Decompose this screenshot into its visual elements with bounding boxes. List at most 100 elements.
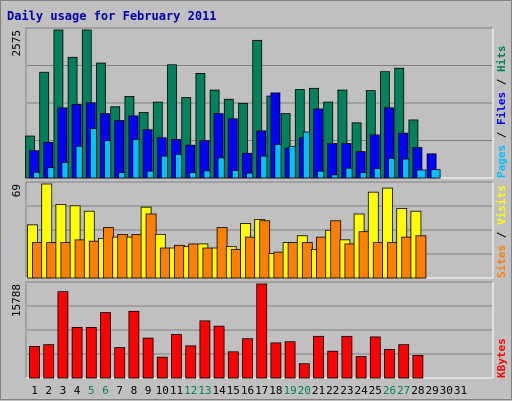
bar-kbytes-day-28 xyxy=(412,354,424,379)
bar-kbytes-day-6 xyxy=(100,312,111,379)
bar-kbytes-day-14 xyxy=(213,325,225,379)
bar-sites-day-4 xyxy=(74,239,86,279)
x-tick-label-day-26: 26 xyxy=(383,384,396,397)
bar-kbytes-day-1 xyxy=(29,346,40,379)
bar-kbytes-day-13 xyxy=(199,320,211,379)
bar-sites-day-27 xyxy=(401,236,413,279)
x-tick-label-day-2: 2 xyxy=(45,384,52,397)
bar-kbytes-day-17 xyxy=(256,283,268,379)
bar-pages-day-28 xyxy=(416,169,427,179)
x-tick-label-day-31: 31 xyxy=(454,384,467,397)
chart-title: Daily usage for February 2011 xyxy=(7,9,217,23)
panel-border-top xyxy=(25,27,493,178)
legend-item-pages: Pages xyxy=(495,145,508,178)
legend-visits-sites: Sites / Visits xyxy=(495,185,508,278)
bar-files-day-15 xyxy=(227,118,238,179)
panel-hits-files-pages: 2575 Pages / Files / Hits xyxy=(10,27,508,179)
x-tick-label-day-8: 8 xyxy=(131,384,138,397)
x-tick-label-day-24: 24 xyxy=(354,384,368,397)
bar-sites-day-14 xyxy=(216,227,228,279)
bar-sites-day-24 xyxy=(358,231,370,279)
x-tick-label-day-9: 9 xyxy=(145,384,152,397)
panel-border-top xyxy=(25,281,493,378)
bar-sites-day-12 xyxy=(188,243,200,279)
legend-item-kbytes: KBytes xyxy=(495,338,508,378)
bar-kbytes-day-12 xyxy=(185,345,197,379)
x-tick-label-day-29: 29 xyxy=(425,384,438,397)
x-tick-label-day-11: 11 xyxy=(170,384,183,397)
x-tick-label-day-22: 22 xyxy=(326,384,339,397)
x-tick-label-day-6: 6 xyxy=(102,384,109,397)
bar-kbytes-day-2 xyxy=(43,344,55,379)
bar-sites-day-13 xyxy=(202,247,214,279)
x-tick-label-day-10: 10 xyxy=(156,384,169,397)
x-tick-label-day-3: 3 xyxy=(60,384,67,397)
x-tick-label-day-23: 23 xyxy=(340,384,353,397)
axis-max-label: 15788 xyxy=(10,284,23,317)
legend-separator: / xyxy=(495,125,508,145)
bar-sites-day-2 xyxy=(46,242,58,279)
x-tick-label-day-1: 1 xyxy=(31,384,38,397)
bar-sites-day-18 xyxy=(273,251,285,279)
legend-item-visits: Visits xyxy=(495,185,508,225)
bar-kbytes-day-11 xyxy=(171,334,182,379)
x-tick-label-day-25: 25 xyxy=(369,384,382,397)
bar-kbytes-day-27 xyxy=(398,344,410,379)
x-tick-label-day-12: 12 xyxy=(184,384,197,397)
x-tick-label-day-14: 14 xyxy=(212,384,226,397)
bar-sites-day-3 xyxy=(60,242,72,279)
legend-kbytes: KBytes xyxy=(495,338,508,378)
x-tick-label-day-21: 21 xyxy=(312,384,325,397)
bar-kbytes-day-16 xyxy=(242,338,253,379)
bar-kbytes-day-20 xyxy=(298,363,310,379)
bar-sites-day-11 xyxy=(174,244,185,279)
bar-kbytes-day-9 xyxy=(142,337,154,379)
x-tick-label-day-16: 16 xyxy=(241,384,254,397)
panel-kbytes: 15788 KBytes xyxy=(10,281,508,379)
bar-sites-day-19 xyxy=(287,242,299,279)
legend-separator: / xyxy=(495,225,508,245)
x-tick-label-day-4: 4 xyxy=(74,384,81,397)
bar-kbytes-day-24 xyxy=(355,356,367,379)
x-tick-label-day-19: 19 xyxy=(283,384,296,397)
x-tick-label-day-13: 13 xyxy=(198,384,211,397)
bar-kbytes-day-26 xyxy=(384,349,395,379)
bar-sites-day-9 xyxy=(145,213,157,279)
legend-item-files: Files xyxy=(495,92,508,125)
bar-sites-day-25 xyxy=(372,242,384,279)
legend-hits-files-pages: Pages / Files / Hits xyxy=(495,46,508,179)
bar-sites-day-20 xyxy=(301,242,313,279)
panel-visits-sites: 69 Sites / Visits xyxy=(10,181,508,279)
bar-sites-day-7 xyxy=(117,234,129,279)
x-tick-label-day-28: 28 xyxy=(411,384,424,397)
bar-kbytes-day-3 xyxy=(57,291,69,379)
bar-sites-day-5 xyxy=(88,240,100,279)
x-tick-label-day-17: 17 xyxy=(255,384,268,397)
x-tick-label-day-7: 7 xyxy=(116,384,123,397)
bar-sites-day-21 xyxy=(316,236,327,279)
bar-sites-day-17 xyxy=(259,220,271,279)
axis-max-label: 69 xyxy=(10,184,23,197)
bar-kbytes-day-22 xyxy=(327,350,339,379)
bar-sites-day-22 xyxy=(330,220,342,279)
bar-sites-day-8 xyxy=(131,234,143,279)
bar-kbytes-day-19 xyxy=(284,341,296,379)
legend-item-hits: Hits xyxy=(495,46,508,73)
x-tick-label-day-15: 15 xyxy=(227,384,240,397)
x-tick-label-day-18: 18 xyxy=(269,384,282,397)
bar-kbytes-day-25 xyxy=(369,336,381,379)
bar-kbytes-day-15 xyxy=(227,351,239,379)
bar-kbytes-day-23 xyxy=(341,335,353,379)
x-tick-label-day-20: 20 xyxy=(298,384,311,397)
bar-sites-day-16 xyxy=(245,236,256,279)
bar-sites-day-6 xyxy=(103,227,114,279)
panel-border-top xyxy=(25,181,493,278)
bar-files-day-21 xyxy=(313,108,323,179)
bar-pages-day-29 xyxy=(430,169,441,179)
bar-kbytes-day-21 xyxy=(313,335,324,379)
bar-kbytes-day-10 xyxy=(156,356,168,379)
bar-sites-day-15 xyxy=(230,248,242,279)
x-tick-label-day-5: 5 xyxy=(88,384,95,397)
